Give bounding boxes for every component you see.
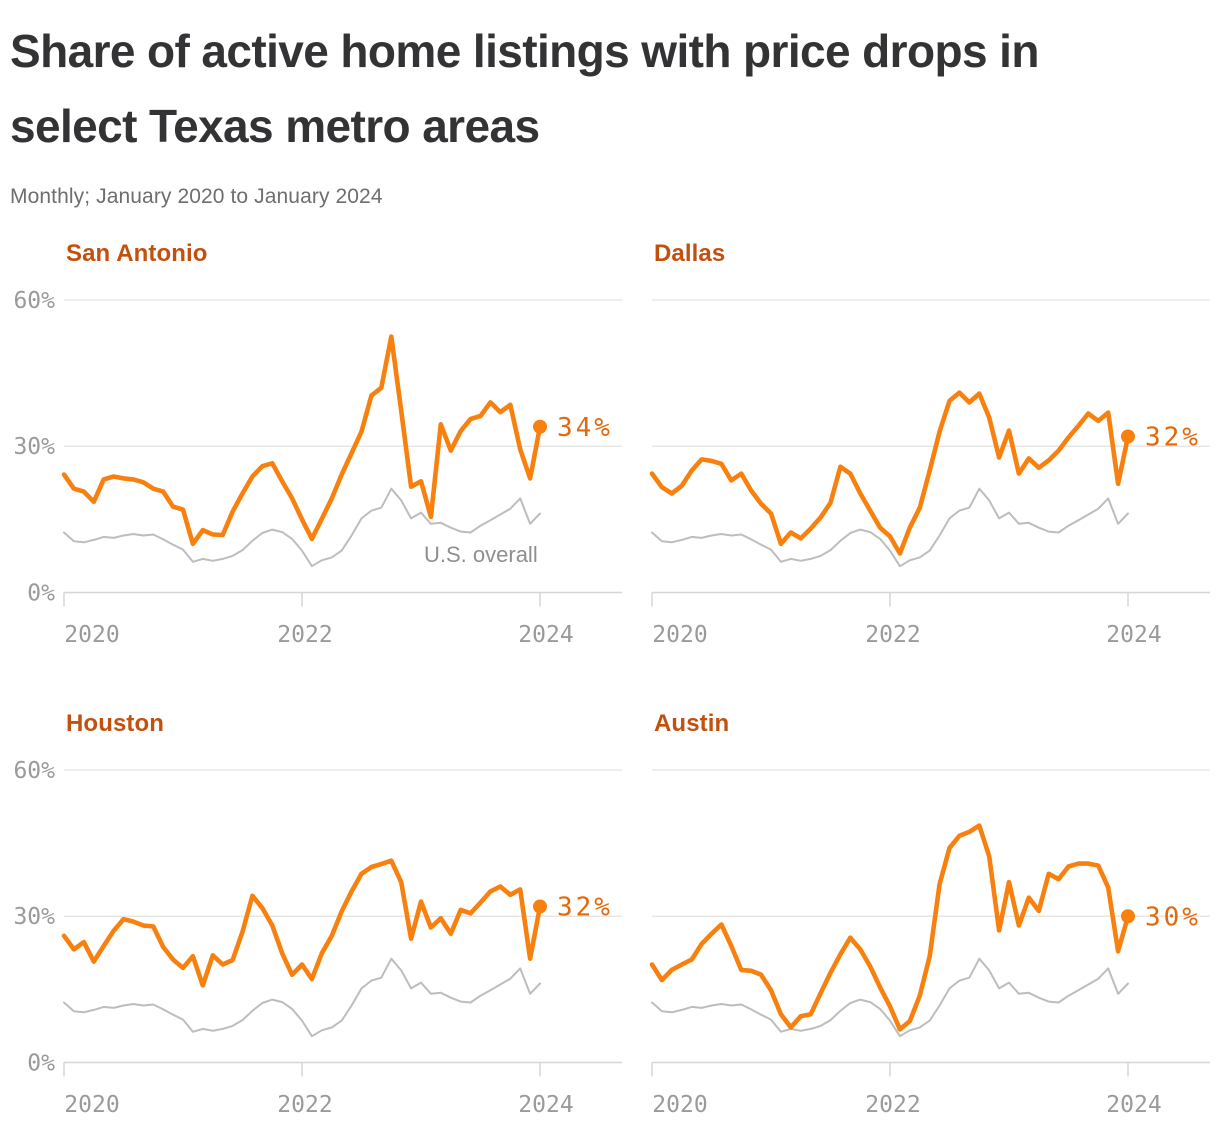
us-overall-line [651,957,1129,1038]
page-subtitle: Monthly; January 2020 to January 2024 [10,185,383,209]
x-tick-label: 2024 [1106,622,1161,648]
metro-line [649,823,1131,1032]
chart-san-antonio: 2020 2022 2024 60% 30% 0% U.S. overall 34% [13,288,622,648]
x-tick-label: 2020 [64,622,119,648]
title-line-2: select Texas metro areas [10,99,540,152]
end-dot [533,899,547,914]
metro-line [649,390,1131,556]
x-tick-label: 2024 [518,622,573,648]
end-dot [1121,909,1135,924]
end-value-label: 30% [1145,902,1201,932]
x-tick-label: 2020 [64,1092,119,1118]
panel-austin: Austin 2020 2022 2024 30% [588,702,1220,1140]
metro-line [61,334,543,547]
y-tick-label: 0% [27,1050,55,1076]
end-dot [1121,429,1135,444]
panel-title-dallas: Dallas [654,240,726,267]
y-tick-label: 60% [13,758,55,784]
metro-line [61,858,543,988]
x-tick-label: 2022 [277,622,332,648]
chart-houston: 2020 2022 2024 60% 30% 0% 32% [13,758,622,1118]
page-title: Share of active home listings with price… [10,14,1190,163]
y-tick-label: 60% [13,288,55,314]
x-tick-label: 2022 [277,1092,332,1118]
y-tick-label: 30% [13,904,55,930]
end-value-label: 34% [557,413,613,443]
us-overall-line [63,487,541,568]
y-tick-label: 0% [27,580,55,606]
title-line-1: Share of active home listings with price… [10,25,1039,77]
x-tick-label: 2024 [1106,1092,1161,1118]
end-dot [533,419,547,434]
panel-title-houston: Houston [66,710,165,737]
panel-san-antonio: San Antonio 2020 2022 2024 60% 30% 0% U.S. ove… [0,232,632,670]
y-tick-label: 30% [13,434,55,460]
us-overall-line [651,487,1129,568]
end-value-label: 32% [1145,423,1201,453]
panel-title-austin: Austin [654,710,730,737]
chart-austin: 2020 2022 2024 30% [649,769,1210,1118]
chart-dallas: 2020 2022 2024 32% [649,299,1210,648]
us-overall-line [63,957,541,1038]
panel-houston: Houston 2020 2022 2024 60% 30% 0% 32% [0,702,632,1140]
panel-dallas: Dallas 2020 2022 2024 32% [588,232,1220,670]
x-tick-label: 2020 [652,1092,707,1118]
end-value-label: 32% [557,893,613,923]
us-overall-label: U.S. overall [424,542,538,567]
x-tick-label: 2022 [865,1092,920,1118]
header: Share of active home listings with price… [0,0,1220,209]
x-tick-label: 2022 [865,622,920,648]
x-tick-label: 2024 [518,1092,573,1118]
x-tick-label: 2020 [652,622,707,648]
panel-title-san-antonio: San Antonio [66,240,208,267]
